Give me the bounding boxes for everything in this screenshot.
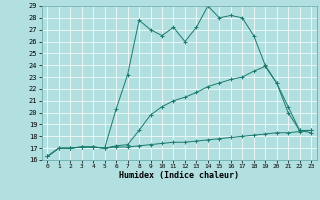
X-axis label: Humidex (Indice chaleur): Humidex (Indice chaleur) <box>119 171 239 180</box>
